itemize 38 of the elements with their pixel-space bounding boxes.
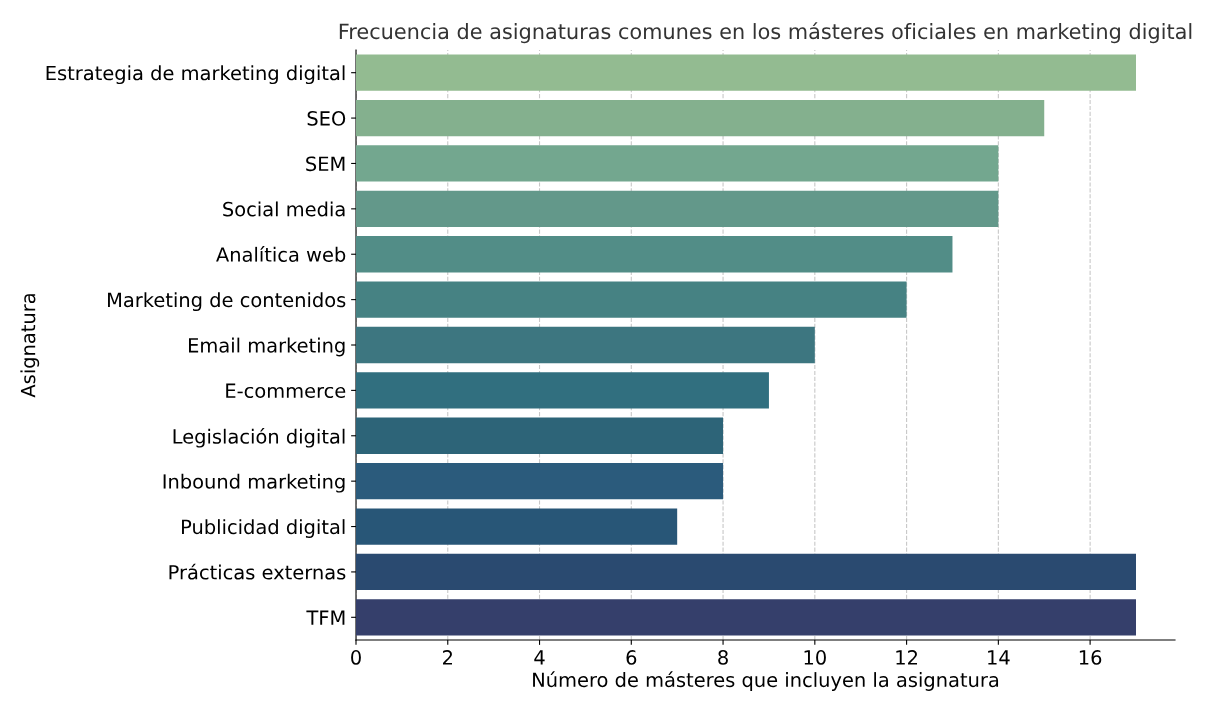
y-tick-label: SEM [306,156,345,172]
x-tick-label: 12 [896,650,918,665]
x-tick-label: 2 [443,650,452,665]
x-axis-title: Número de másteres que incluyen la asignatura [533,671,999,691]
x-tick-label: 6 [626,650,637,665]
bar [356,463,724,500]
y-tick-label: Prácticas externas [169,563,346,580]
x-tick-label: 8 [718,650,728,665]
bar [356,599,1136,636]
bar [356,417,724,454]
y-tick-label: Analítica web [216,246,346,262]
x-tick-label: 4 [534,650,545,665]
y-tick-label: Estrategia de marketing digital [46,65,345,85]
y-tick-label: Social media [223,201,345,217]
chart-title: Frecuencia de asignaturas comunes en los másteres oficiales en marketing digital [339,22,1192,44]
x-tick-label: 10 [804,650,826,665]
y-tick-label: E-commerce [226,383,346,399]
y-tick-label: SEO [307,111,346,126]
x-tick-label: 0 [351,650,361,665]
y-tick-label: Legislación digital [173,427,345,448]
y-tick-label: Publicidad digital [182,519,345,538]
bar [356,326,815,364]
bar [356,99,1045,137]
bar [356,281,907,318]
x-tick-label: 14 [988,650,1010,665]
bar [356,190,999,227]
y-tick-label: TFM [306,610,345,625]
y-axis-title: Asignatura [20,294,40,398]
bar [356,145,999,182]
bar [356,236,953,273]
bar [356,54,1136,91]
y-tick-label: Marketing de contenidos [108,292,346,312]
x-tick-label: 16 [1079,650,1102,665]
bar [356,372,769,409]
bar [356,553,1136,591]
bar [356,508,678,545]
y-tick-label: Email marketing [189,337,345,357]
y-tick-label: Inbound marketing [163,473,345,493]
